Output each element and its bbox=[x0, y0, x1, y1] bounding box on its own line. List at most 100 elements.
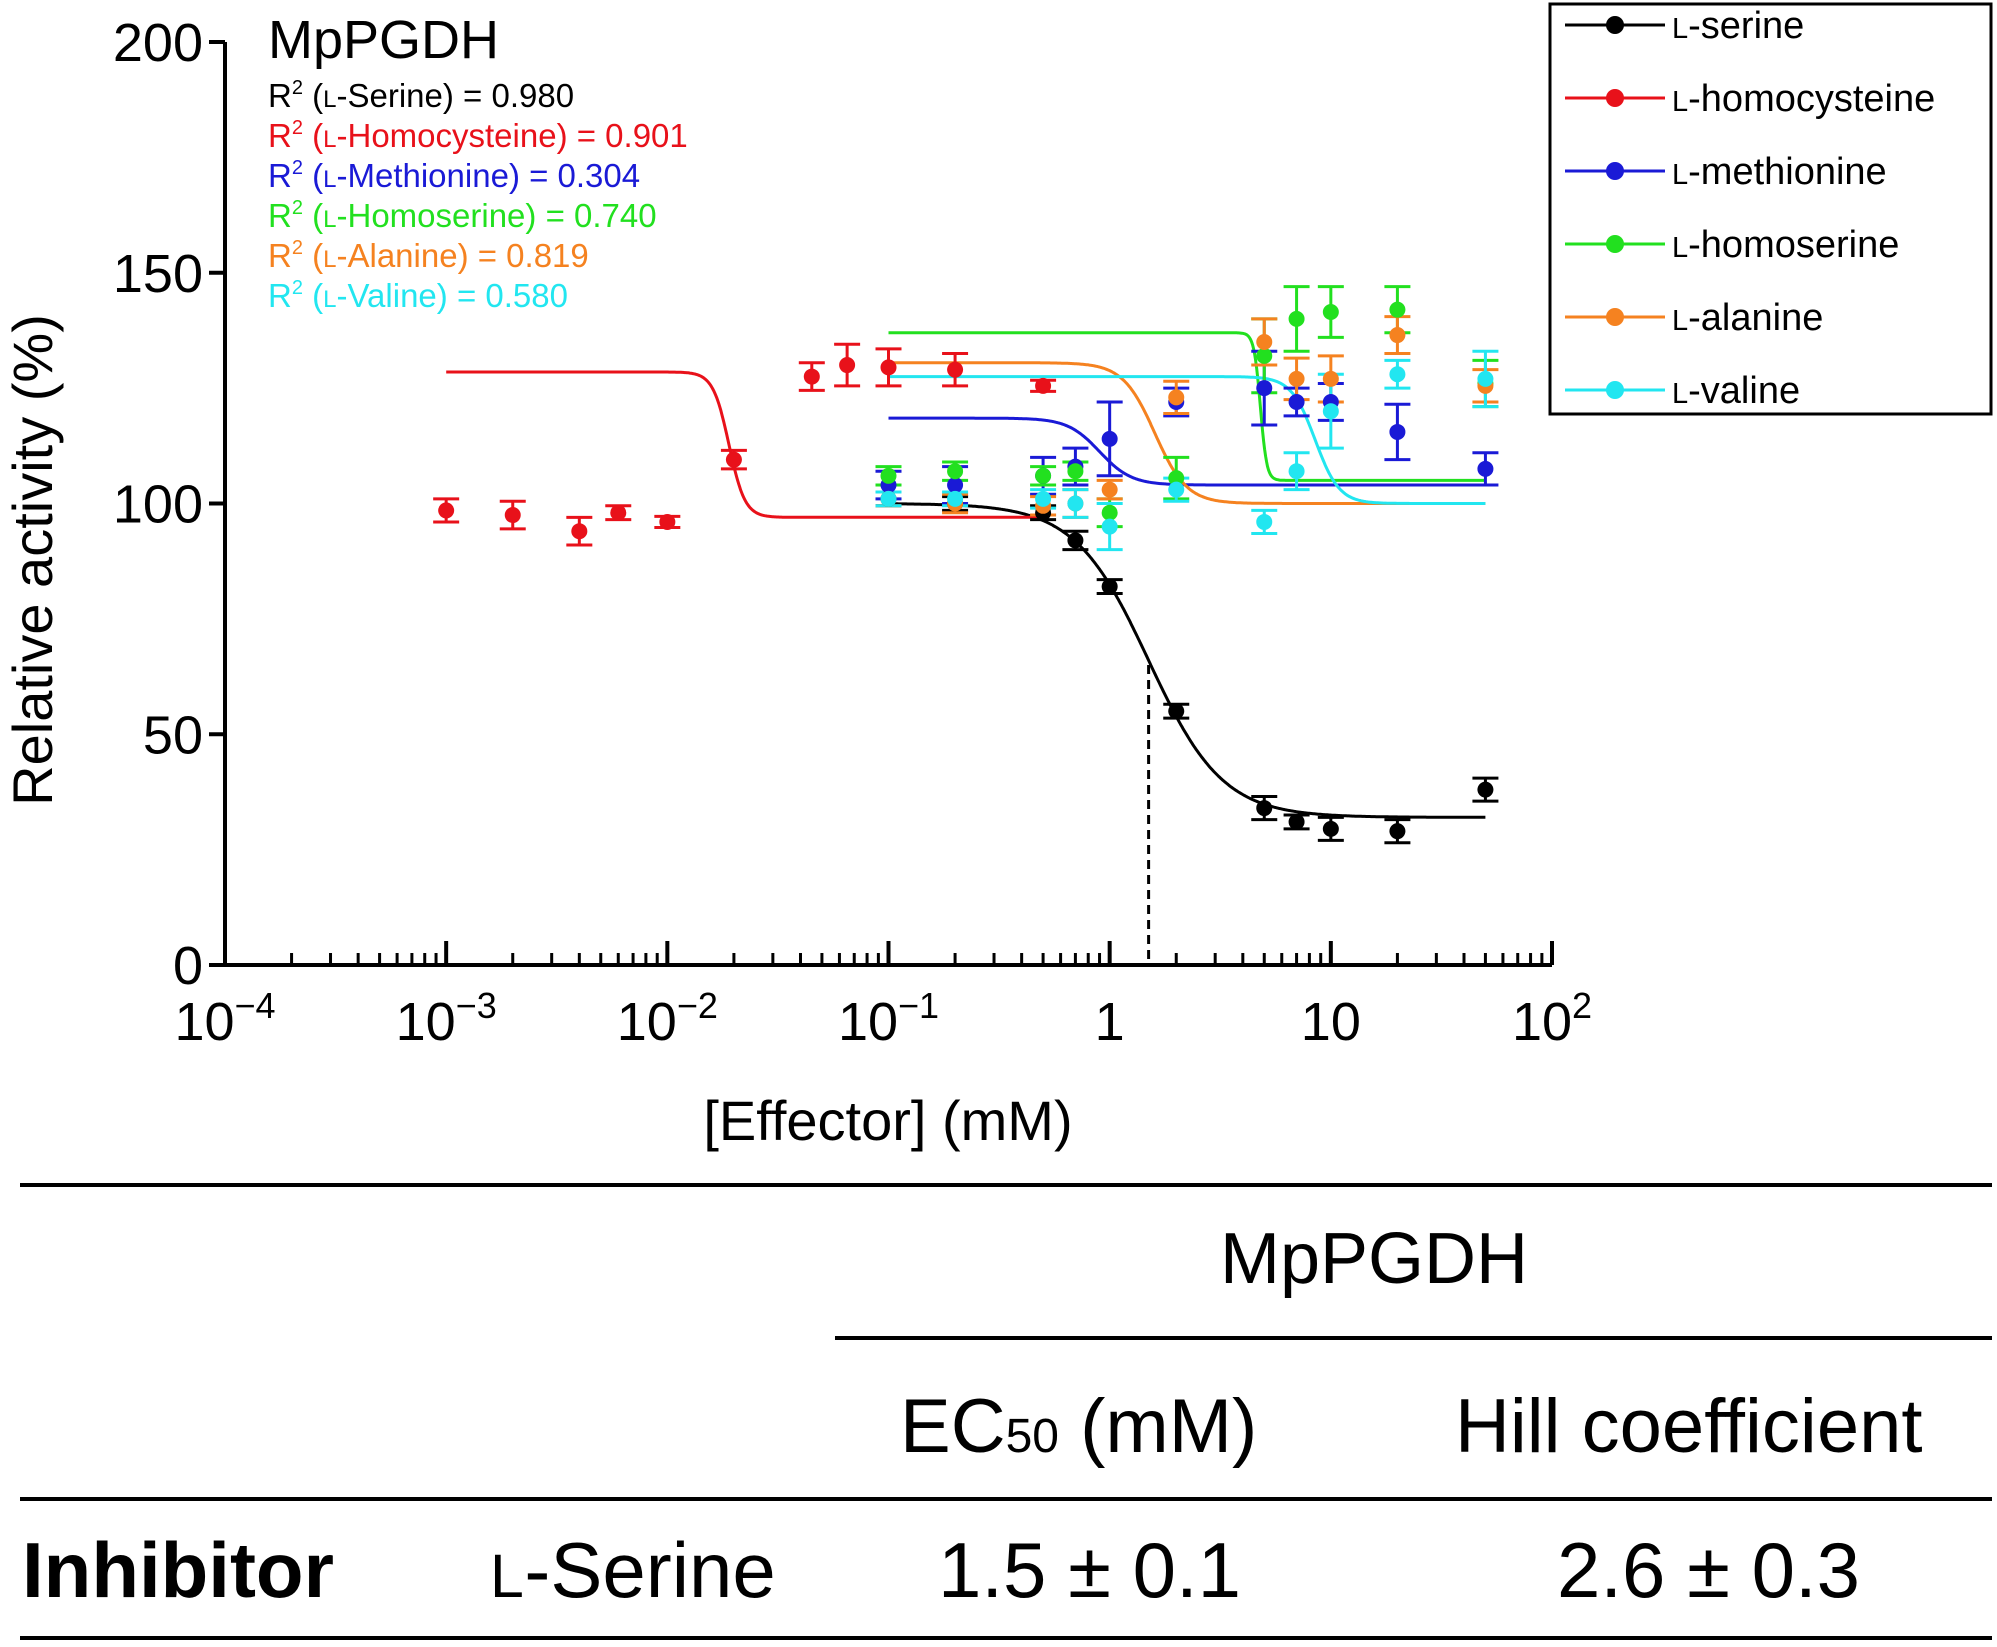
data-point-alanine bbox=[1101, 481, 1118, 498]
data-point-homocysteine bbox=[438, 502, 455, 519]
table-header-rule bbox=[20, 1497, 1992, 1501]
x-axis-label: [Effector] (mM) bbox=[703, 1089, 1072, 1152]
r2-smallcaps: L bbox=[323, 166, 336, 193]
x-tick-base: 10 bbox=[174, 992, 234, 1052]
legend-label-alanine: L-alanine bbox=[1672, 297, 1823, 339]
data-point-valine bbox=[1035, 490, 1052, 507]
legend-marker-methionine bbox=[1606, 162, 1624, 180]
data-point-homocysteine bbox=[1035, 377, 1052, 394]
legend-label-serine: L-serine bbox=[1672, 5, 1804, 47]
r2-name: -Homocysteine bbox=[337, 117, 557, 154]
x-tick-exponent: −2 bbox=[677, 985, 718, 1026]
data-point-serine bbox=[1256, 800, 1273, 817]
data-point-alanine bbox=[1256, 333, 1273, 350]
r2-smallcaps: L bbox=[323, 126, 336, 153]
x-tick-label: 10−4 bbox=[174, 985, 275, 1052]
data-point-serine bbox=[1101, 578, 1118, 595]
ec50-header-main: EC bbox=[900, 1384, 1006, 1469]
r2-superscript: 2 bbox=[292, 237, 303, 259]
data-point-alanine bbox=[1322, 370, 1339, 387]
data-point-homocysteine bbox=[725, 451, 742, 468]
data-point-homocysteine bbox=[803, 368, 820, 385]
r2-smallcaps: L bbox=[323, 86, 336, 113]
r2-value: ) = 0.980 bbox=[443, 77, 574, 114]
data-point-homoserine bbox=[1067, 463, 1084, 480]
data-point-homocysteine bbox=[947, 361, 964, 378]
data-point-homocysteine bbox=[880, 359, 897, 376]
data-points bbox=[438, 301, 1494, 840]
data-point-valine bbox=[1067, 495, 1084, 512]
r2-smallcaps: L bbox=[323, 206, 336, 233]
legend-text: -valine bbox=[1688, 370, 1800, 412]
r2-smallcaps: L bbox=[323, 246, 336, 273]
data-point-alanine bbox=[1288, 370, 1305, 387]
x-tick-base: 10 bbox=[838, 992, 898, 1052]
legend-label-homocysteine: L-homocysteine bbox=[1672, 78, 1935, 120]
data-point-valine bbox=[1168, 481, 1185, 498]
data-point-homocysteine bbox=[839, 357, 856, 374]
data-point-serine bbox=[1168, 703, 1185, 720]
r2-letter: R bbox=[268, 157, 292, 194]
x-tick-exponent: −1 bbox=[898, 985, 939, 1026]
legend-smallcaps: L bbox=[1672, 305, 1688, 337]
data-point-serine bbox=[1477, 781, 1494, 798]
r2-letter: R bbox=[268, 277, 292, 314]
data-point-homoserine bbox=[947, 463, 964, 480]
table-hill-value: 2.6 ± 0.3 bbox=[1557, 1526, 1861, 1614]
legend-label-valine: L-valine bbox=[1672, 370, 1800, 412]
legend-marker-homocysteine bbox=[1606, 89, 1624, 107]
r2-value: ) = 0.580 bbox=[437, 277, 568, 314]
data-point-valine bbox=[1101, 518, 1118, 535]
data-point-methionine bbox=[1288, 393, 1305, 410]
data-point-serine bbox=[1389, 823, 1406, 840]
legend-marker-homoserine bbox=[1606, 235, 1624, 253]
legend-smallcaps: L bbox=[1672, 378, 1688, 410]
r2-value: ) = 0.304 bbox=[509, 157, 640, 194]
data-point-homoserine bbox=[1101, 504, 1118, 521]
data-point-methionine bbox=[1477, 460, 1494, 477]
x-tick-label: 102 bbox=[1512, 985, 1592, 1052]
r2-label-valine: R2 (L-Valine) = 0.580 bbox=[268, 277, 568, 314]
r2-open: ( bbox=[303, 117, 323, 154]
data-point-valine bbox=[1322, 403, 1339, 420]
r2-letter: R bbox=[268, 77, 292, 114]
legend-text: -alanine bbox=[1688, 297, 1823, 339]
legend-label-methionine: L-methionine bbox=[1672, 151, 1887, 193]
r2-name: -Valine bbox=[337, 277, 437, 314]
r2-name: -Serine bbox=[337, 77, 443, 114]
legend-text: -homocysteine bbox=[1688, 78, 1935, 120]
data-point-methionine bbox=[1389, 423, 1406, 440]
legend-label-homoserine: L-homoserine bbox=[1672, 224, 1899, 266]
r2-letter: R bbox=[268, 117, 292, 154]
table-ec50-value: 1.5 ± 0.1 bbox=[938, 1526, 1242, 1614]
x-tick-label: 10−2 bbox=[617, 985, 718, 1052]
r2-name: -Alanine bbox=[337, 237, 458, 274]
r2-label-methionine: R2 (L-Methionine) = 0.304 bbox=[268, 157, 640, 194]
r2-open: ( bbox=[303, 277, 323, 314]
legend-marker-serine bbox=[1606, 16, 1624, 34]
x-tick-base: 1 bbox=[1095, 992, 1125, 1052]
data-point-alanine bbox=[1389, 327, 1406, 344]
data-point-homoserine bbox=[1389, 301, 1406, 318]
data-point-valine bbox=[947, 490, 964, 507]
data-point-serine bbox=[1288, 813, 1305, 830]
legend-text: -serine bbox=[1688, 5, 1804, 47]
table-group-header: MpPGDH bbox=[1220, 1219, 1529, 1299]
legend: L-serineL-homocysteineL-methionineL-homo… bbox=[1565, 5, 1935, 412]
table-col-hill: Hill coefficient bbox=[1455, 1384, 1923, 1469]
legend-smallcaps: L bbox=[1672, 13, 1688, 45]
data-point-valine bbox=[1288, 463, 1305, 480]
y-tick-label: 150 bbox=[113, 244, 203, 304]
data-point-valine bbox=[1477, 370, 1494, 387]
data-point-alanine bbox=[1168, 389, 1185, 406]
data-point-methionine bbox=[1256, 380, 1273, 397]
r2-superscript: 2 bbox=[292, 157, 303, 179]
x-tick-exponent: 2 bbox=[1572, 985, 1592, 1026]
fit-curve-homoserine bbox=[888, 331, 1486, 482]
y-tick-label: 100 bbox=[113, 475, 203, 535]
fit-curve-serine bbox=[888, 502, 1486, 819]
data-point-homocysteine bbox=[571, 523, 588, 540]
fit-curve-homocysteine bbox=[446, 370, 1044, 519]
r2-label-serine: R2 (L-Serine) = 0.980 bbox=[268, 77, 574, 114]
data-point-homocysteine bbox=[659, 513, 676, 530]
